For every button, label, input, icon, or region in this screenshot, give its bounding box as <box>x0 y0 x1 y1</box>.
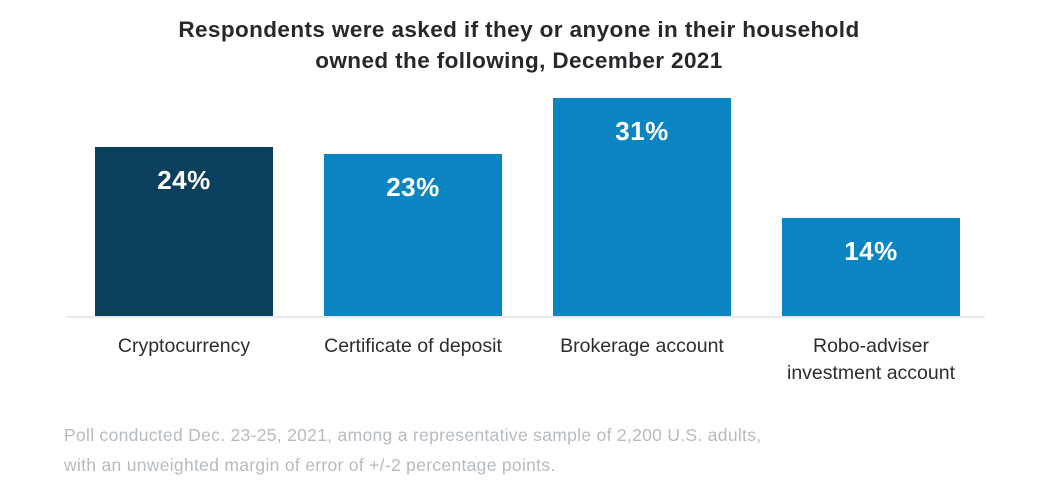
category-labels-row: Cryptocurrency Certificate of deposit Brok… <box>95 333 1038 387</box>
category-label: Certificate of deposit <box>324 335 502 357</box>
bar: 24% <box>95 147 273 316</box>
bar-value-label: 24% <box>157 165 211 195</box>
bars-row: 24% 23% 31% 14% <box>95 98 1038 316</box>
footnote-line-2: with an unweighted margin of error of +/… <box>64 455 556 475</box>
bar-value-label: 23% <box>386 172 440 202</box>
chart-title-line-2: owned the following, December 2021 <box>315 48 723 73</box>
bar-value-label: 14% <box>844 236 898 266</box>
footnote: Poll conducted Dec. 23-25, 2021, among a… <box>64 420 1038 480</box>
category-column: Brokerage account <box>553 333 731 387</box>
bar: 14% <box>782 218 960 316</box>
chart-title: Respondents were asked if they or anyone… <box>0 14 1038 76</box>
category-label: Cryptocurrency <box>117 335 251 357</box>
category-label: Robo-adviser investment account <box>786 335 955 384</box>
bar: 31% <box>553 98 731 316</box>
x-axis-line <box>67 316 985 318</box>
bar: 23% <box>324 154 502 316</box>
category-column: Robo-adviser investment account <box>782 333 960 387</box>
category-column: Certificate of deposit <box>324 333 502 387</box>
category-column: Cryptocurrency <box>95 333 273 387</box>
footnote-line-1: Poll conducted Dec. 23-25, 2021, among a… <box>64 425 762 445</box>
chart-title-line-1: Respondents were asked if they or anyone… <box>178 17 860 42</box>
bar-value-label: 31% <box>615 116 669 146</box>
category-label: Brokerage account <box>560 335 724 357</box>
